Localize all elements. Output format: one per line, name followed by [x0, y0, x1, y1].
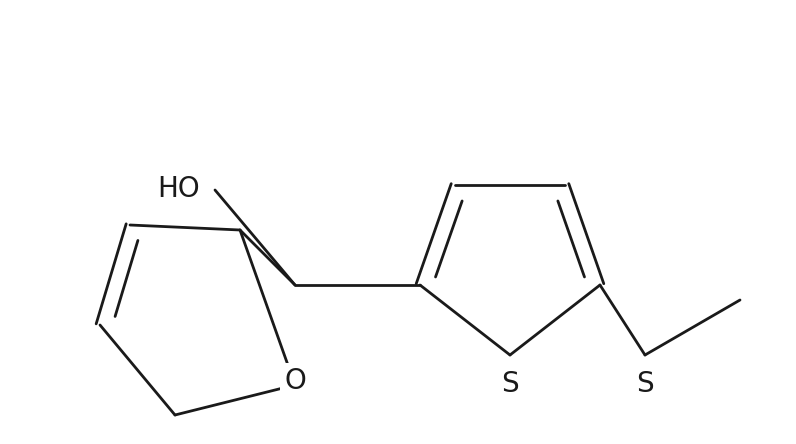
Text: S: S	[636, 370, 654, 398]
Text: O: O	[284, 367, 306, 395]
Text: S: S	[501, 370, 519, 398]
Text: HO: HO	[158, 175, 200, 203]
